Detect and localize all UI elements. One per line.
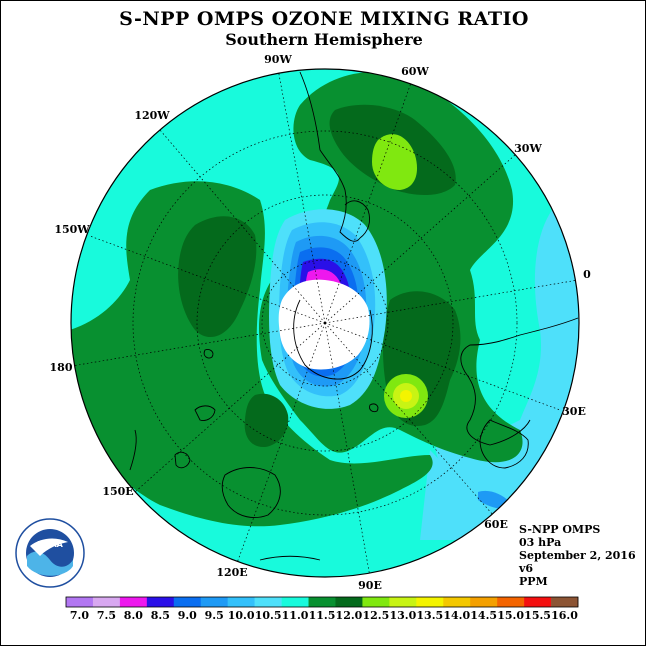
colorbar-tick-label: 9.0 xyxy=(178,609,197,622)
lon-label-90e: 90E xyxy=(358,579,382,592)
lon-label-30e: 30E xyxy=(562,405,586,418)
colorbar-swatch xyxy=(254,597,282,607)
colorbar-swatch xyxy=(200,597,228,607)
ozone-field xyxy=(71,69,579,577)
colorbar-tick-label: 15.0 xyxy=(497,609,524,622)
colorbar-swatch xyxy=(443,597,471,607)
lon-label-60e: 60E xyxy=(484,518,508,531)
info-instrument: S-NPP OMPS xyxy=(519,523,601,536)
colorbar-swatch xyxy=(497,597,525,607)
colorbar-tick-label: 11.0 xyxy=(282,609,309,622)
colorbar-swatch xyxy=(92,597,121,607)
lon-label-30w: 30W xyxy=(514,142,542,155)
colorbar-swatch xyxy=(66,597,94,607)
lon-label-0: 0 xyxy=(583,268,591,281)
lon-label-60w: 60W xyxy=(401,65,429,78)
noaa-logo: NOAA xyxy=(15,518,85,588)
colorbar-tick-label: 16.0 xyxy=(551,609,578,622)
colorbar-swatch xyxy=(524,597,552,607)
colorbar-tick-label: 13.5 xyxy=(416,609,443,622)
colorbar-swatch xyxy=(470,597,498,607)
colorbar-swatch xyxy=(389,597,417,607)
coastlines xyxy=(129,71,579,561)
colorbar-swatch xyxy=(281,597,309,607)
noaa-logo-text: NOAA xyxy=(37,540,63,549)
colorbar-tick-label: 8.5 xyxy=(151,609,170,622)
graticule xyxy=(71,69,579,577)
lon-label-120e: 120E xyxy=(216,566,247,579)
map-subtitle: Southern Hemisphere xyxy=(225,30,423,49)
info-date: September 2, 2016 xyxy=(519,549,636,562)
colorbar-swatch xyxy=(362,597,390,607)
colorbar-swatch xyxy=(146,597,175,607)
colorbar-tick-label: 10.0 xyxy=(228,609,255,622)
colorbar-swatch xyxy=(227,597,255,607)
colorbar-swatch xyxy=(551,597,579,607)
colorbar-tick-label: 8.0 xyxy=(124,609,143,622)
colorbar-tick-label: 10.5 xyxy=(255,609,282,622)
colorbar-swatch xyxy=(308,597,336,607)
colorbar: 7.0 7.5 8.0 8.5 9.0 9.5 10.0 10.5 11.0 11.5 12.0 12… xyxy=(65,596,579,622)
colorbar-tick-label: 7.5 xyxy=(97,609,116,622)
colorbar-tick-label: 14.0 xyxy=(443,609,470,622)
lon-label-180: 180 xyxy=(50,361,73,374)
lon-label-150e: 150E xyxy=(102,485,133,498)
colorbar-border xyxy=(65,596,579,608)
colorbar-swatch xyxy=(416,597,444,607)
lon-label-120w: 120W xyxy=(134,109,170,122)
colorbar-tick-label: 12.5 xyxy=(362,609,389,622)
colorbar-tick-label: 11.5 xyxy=(309,609,336,622)
info-version: v6 xyxy=(519,562,534,575)
info-level: 03 hPa xyxy=(519,536,562,549)
colorbar-tick-label: 13.0 xyxy=(389,609,416,622)
map-title: S-NPP OMPS OZONE MIXING RATIO xyxy=(119,8,529,30)
colorbar-tick-label: 12.0 xyxy=(336,609,363,622)
colorbar-swatch xyxy=(119,597,148,607)
colorbar-tick-label: 14.5 xyxy=(470,609,497,622)
info-block: S-NPP OMPS 03 hPa September 2, 2016 v6 P… xyxy=(519,523,636,588)
lon-label-90w: 90W xyxy=(264,53,292,66)
map-boundary xyxy=(70,68,580,578)
colorbar-tick-label: 7.0 xyxy=(70,609,89,622)
info-unit: PPM xyxy=(519,575,548,588)
lon-label-150w: 150W xyxy=(54,223,90,236)
colorbar-swatch xyxy=(173,597,202,607)
colorbar-tick-label: 9.5 xyxy=(205,609,224,622)
colorbar-tick-label: 15.5 xyxy=(524,609,551,622)
colorbar-swatch xyxy=(335,597,363,607)
